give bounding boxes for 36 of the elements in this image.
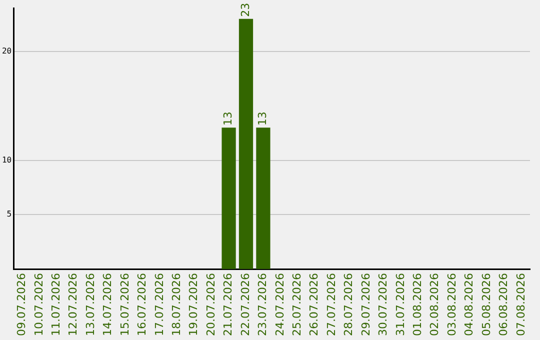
x-tick-label: 14.07.2026 [101, 273, 114, 336]
x-tick-label: 18.07.2026 [170, 273, 184, 336]
x-tick-label: 19.07.2026 [187, 273, 200, 336]
data-label: 13 [222, 112, 235, 126]
x-tick-label: 11.07.2026 [50, 273, 63, 336]
x-tick-label: 15.07.2026 [118, 273, 132, 336]
x-tick-label: 27.07.2026 [324, 273, 338, 336]
x-tick-label: 10.07.2026 [32, 273, 46, 336]
x-tick-label: 21.07.2026 [222, 273, 235, 336]
x-tick-label: 31.07.2026 [394, 273, 407, 336]
x-tick-label: 09.07.2026 [15, 273, 28, 336]
y-tick-label: 10 [2, 155, 12, 164]
x-tick-label: 13.07.2026 [84, 273, 97, 336]
y-tick-label: 5 [6, 210, 12, 219]
x-tick-label: 04.08.2026 [462, 273, 476, 336]
x-tick-label: 17.07.2026 [152, 273, 166, 336]
x-tick-label: 30.07.2026 [376, 273, 390, 336]
x-tick-label: 07.08.2026 [514, 273, 528, 336]
x-tick-label: 05.08.2026 [480, 273, 493, 336]
data-label: 23 [238, 2, 252, 17]
x-tick-label: 22.07.2026 [238, 273, 252, 336]
x-tick-label: 28.07.2026 [342, 273, 356, 336]
x-tick-label: 23.07.2026 [256, 273, 270, 336]
x-tick-label: 16.07.2026 [136, 273, 149, 336]
x-tick-label: 25.07.2026 [290, 273, 304, 336]
x-tick-label: 24.07.2026 [273, 273, 286, 336]
x-tick-label: 26.07.2026 [308, 273, 321, 336]
x-tick-label: 20.07.2026 [204, 273, 218, 336]
data-label: 13 [256, 112, 270, 126]
x-tick-label: 29.07.2026 [359, 273, 372, 336]
y-tick-label: 20 [2, 46, 12, 56]
x-tick-label: 01.08.2026 [410, 273, 424, 336]
x-tick-label: 03.08.2026 [445, 273, 458, 336]
x-tick-label: 12.07.2026 [66, 273, 80, 336]
x-tick-label: 02.08.2026 [428, 273, 442, 336]
x-tick-label: 06.08.2026 [497, 273, 510, 336]
